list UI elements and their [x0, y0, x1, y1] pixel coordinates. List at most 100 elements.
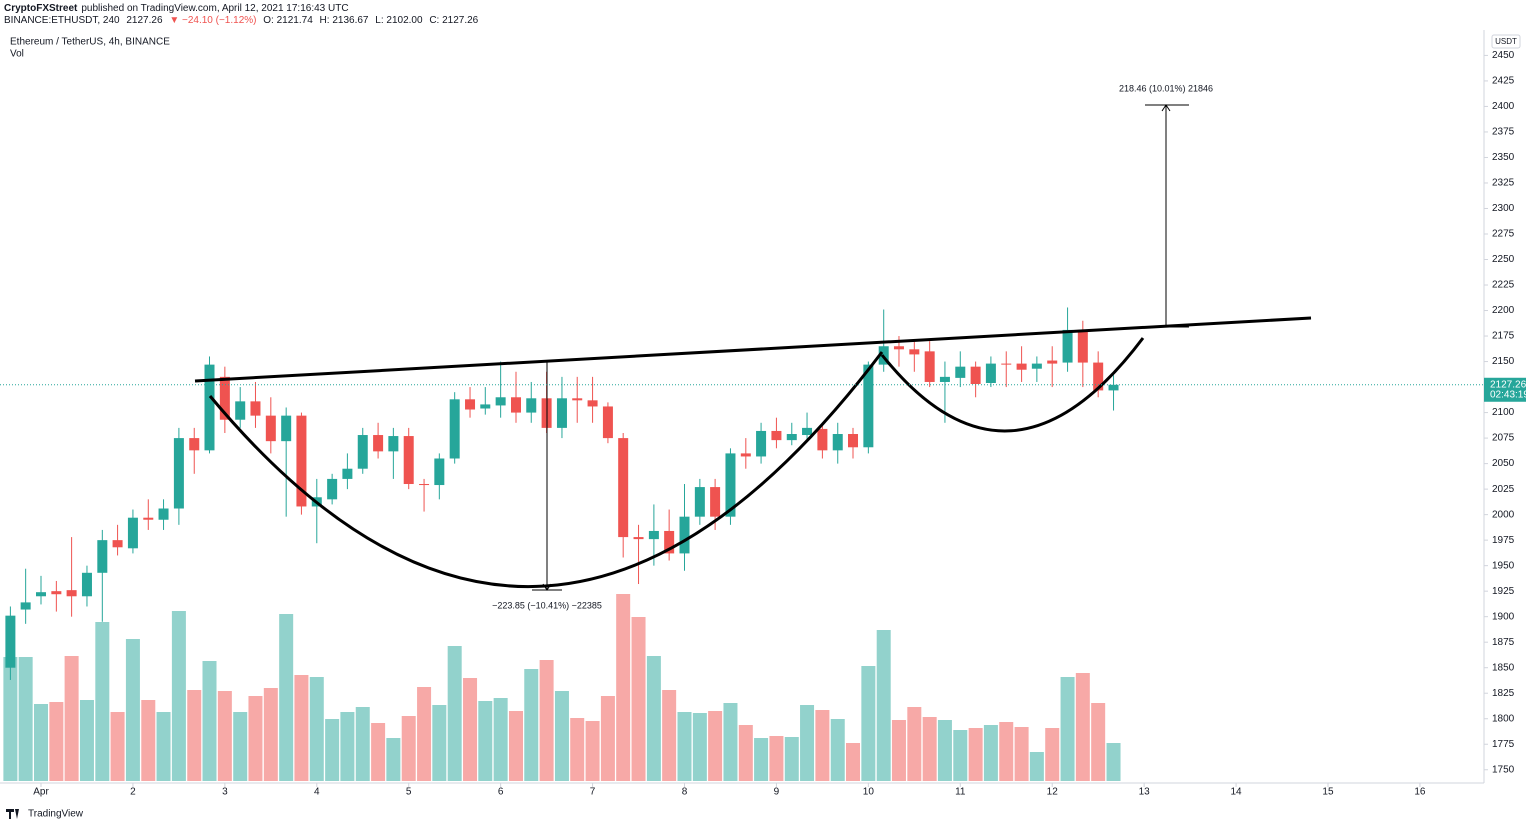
candle-body — [250, 401, 261, 416]
candle-body — [664, 530, 675, 554]
candle-body — [97, 540, 108, 573]
cup — [208, 351, 884, 588]
x-tick-label: Apr — [33, 787, 49, 798]
measure-down — [532, 360, 562, 591]
neckline — [194, 316, 1312, 383]
candle-body — [158, 508, 169, 520]
y-tick-label: 2250 — [1492, 254, 1515, 265]
y-tick-label: 2000 — [1492, 509, 1515, 520]
volume-bar — [600, 696, 615, 781]
symbol: BINANCE:ETHUSDT, 240 — [4, 15, 120, 26]
y-tick-label: 1925 — [1492, 586, 1515, 597]
volume-bar — [263, 688, 278, 781]
volume-bar — [738, 725, 753, 781]
x-tick-label: 2 — [130, 787, 136, 798]
volume-bar — [202, 661, 217, 781]
candle-body — [526, 398, 537, 413]
x-tick-label: 11 — [955, 787, 966, 798]
candle-body — [924, 351, 935, 382]
last-price-label: 2127.26 — [1490, 379, 1527, 390]
candle-body — [173, 438, 184, 509]
volume-bar — [891, 720, 906, 781]
candle-body — [342, 468, 353, 479]
y-tick-label: 2350 — [1492, 152, 1515, 163]
y-tick-label: 2075 — [1492, 433, 1515, 444]
candle-body — [725, 453, 736, 517]
candle-body — [893, 346, 904, 350]
candle-body — [1047, 360, 1058, 364]
y-tick-label: 1875 — [1492, 637, 1515, 648]
candle-body — [327, 478, 338, 500]
countdown: 02:43:19 — [1490, 389, 1529, 400]
candle-body — [449, 399, 460, 459]
annotation: 218.46 (10.01%) 21846 — [1119, 83, 1213, 93]
y-tick-label: 2425 — [1492, 76, 1515, 87]
candle-body — [1031, 363, 1042, 369]
x-tick-label: 16 — [1414, 787, 1426, 798]
candle-body — [802, 427, 813, 436]
y-tick-label: 2050 — [1492, 458, 1515, 469]
x-tick-label: 3 — [222, 787, 228, 798]
volume-bar — [417, 687, 432, 781]
volume-bar — [1029, 752, 1044, 781]
volume-bar — [401, 716, 416, 781]
candle-body — [51, 591, 62, 595]
volume-bar — [432, 705, 447, 781]
symbol-line: BINANCE:ETHUSDT, 240 2127.26 ▼ −24.10 (−… — [4, 15, 482, 26]
volume-bar — [692, 713, 707, 781]
last: 2127.26 — [126, 15, 163, 26]
candle-body — [465, 399, 476, 410]
volume-bar — [968, 728, 983, 781]
y-tick-label: 2325 — [1492, 178, 1515, 189]
currency-box — [1491, 34, 1521, 49]
y-tick-label: 2100 — [1492, 407, 1515, 418]
candle-body — [848, 434, 859, 448]
volume-bar — [248, 696, 263, 781]
volume-bar — [371, 723, 386, 781]
candle-body — [955, 366, 966, 378]
candle-body — [296, 415, 307, 507]
candle-body — [587, 400, 598, 407]
publish-line: CryptoFXStreet published on TradingView.c… — [4, 3, 353, 14]
brand: TradingView — [28, 809, 84, 820]
volume-bar — [1106, 743, 1121, 781]
x-tick-label: 10 — [863, 787, 875, 798]
volume-bar — [846, 743, 861, 781]
volume-bar — [463, 678, 478, 781]
volume-bar — [708, 711, 723, 781]
y-tick-label: 1950 — [1492, 560, 1515, 571]
volume-bar — [18, 657, 33, 781]
brand-logo — [6, 809, 19, 819]
volume-bar — [524, 669, 539, 781]
candle-body — [495, 397, 506, 406]
ohlc-close: C: 2127.26 — [429, 15, 479, 26]
published: published on TradingView.com, April 12, … — [81, 3, 349, 14]
volume-bar — [171, 611, 186, 781]
x-tick-label: 9 — [774, 787, 780, 798]
x-tick-label: 8 — [682, 787, 688, 798]
volume-bar — [325, 719, 340, 781]
volume-bar — [1091, 703, 1106, 781]
volume-bar — [554, 691, 569, 781]
candle-body — [373, 435, 384, 452]
candle-body — [939, 376, 950, 382]
volume-bar — [646, 656, 661, 781]
candle-body — [694, 487, 705, 517]
volume-bar — [999, 722, 1014, 781]
volume-bar — [922, 717, 937, 781]
volume-bar — [79, 700, 94, 781]
volume-bar — [355, 707, 370, 781]
ohlc-open: O: 2121.74 — [263, 15, 313, 26]
candle-body — [510, 397, 521, 413]
y-tick-label: 2025 — [1492, 484, 1515, 495]
y-tick-label: 1825 — [1492, 688, 1515, 699]
candle-body — [81, 572, 92, 597]
volume-bar — [217, 691, 232, 781]
volume-bar — [340, 712, 355, 781]
volume-bar — [64, 656, 79, 781]
volume-bar — [34, 704, 49, 781]
volume-bar — [585, 721, 600, 781]
volume-bar — [141, 700, 156, 781]
change: ▼ −24.10 (−1.12%) — [169, 15, 257, 26]
